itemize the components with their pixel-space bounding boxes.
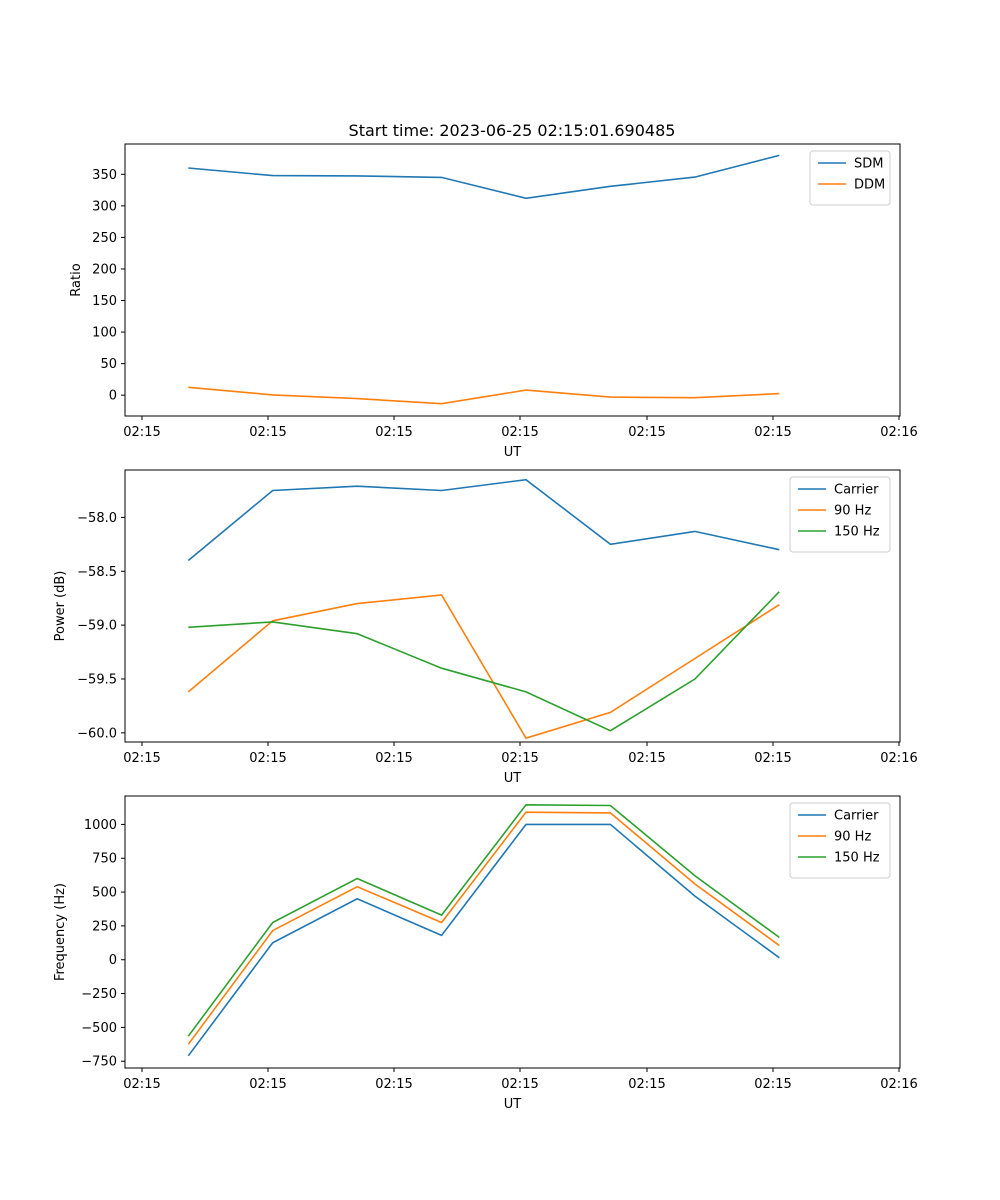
series-line-150-hz	[188, 591, 780, 732]
x-tick-label: 02:15	[249, 751, 286, 766]
legend-label: Carrier	[834, 809, 879, 824]
series-line-carrier	[187, 823, 780, 1057]
legend-box	[789, 802, 891, 879]
y-tick-label: −250	[81, 987, 117, 1002]
x-tick-label: 02:16	[880, 751, 917, 766]
y-axis-label: Ratio	[69, 263, 84, 296]
y-tick-label: 0	[109, 953, 117, 968]
x-tick-label: 02:16	[880, 1077, 917, 1092]
y-tick-label: 100	[92, 326, 117, 341]
x-tick-label: 02:15	[754, 425, 791, 440]
x-tick-label: 02:15	[628, 751, 665, 766]
y-tick-label: −750	[81, 1055, 117, 1070]
legend-label: SDM	[854, 157, 883, 172]
y-tick-label: 300	[92, 199, 117, 214]
x-tick-label: 02:15	[754, 1077, 791, 1092]
x-tick-label: 02:15	[123, 1077, 160, 1092]
series-line-sdm	[188, 154, 780, 200]
legend-label: DDM	[854, 178, 885, 193]
legend-label: Carrier	[834, 483, 879, 498]
legend-label: 90 Hz	[834, 830, 871, 845]
x-tick-label: 02:16	[880, 425, 917, 440]
x-axis-label: UT	[504, 445, 522, 460]
y-axis-label: Power (dB)	[53, 571, 68, 642]
y-tick-label: 250	[92, 231, 117, 246]
x-tick-label: 02:15	[249, 1077, 286, 1092]
y-tick-label: 250	[92, 919, 117, 934]
y-tick-label: −58.0	[77, 511, 117, 526]
legend: SDM DDM	[809, 150, 891, 206]
legend-box	[809, 150, 891, 206]
y-tick-label: −59.0	[77, 619, 117, 634]
y-tick-label: 0	[109, 389, 117, 404]
x-axis-label: UT	[504, 771, 522, 786]
axes-frame	[124, 143, 901, 417]
series-line-90-hz	[187, 594, 780, 740]
x-tick-label: 02:15	[123, 751, 160, 766]
y-tick-label: 350	[92, 168, 117, 183]
x-tick-label: 02:15	[375, 1077, 412, 1092]
axes-frame	[124, 795, 901, 1069]
x-axis-label: UT	[504, 1097, 522, 1112]
y-tick-label: 750	[92, 852, 117, 867]
y-tick-label: 500	[92, 886, 117, 901]
series-line-90-hz	[187, 811, 780, 1045]
y-tick-label: 1000	[84, 818, 117, 833]
subplot-3: 02:15 02:15 02:15 02:15 02:15 02:15 02:16 −750 −…	[53, 795, 918, 1112]
x-tick-label: 02:15	[628, 1077, 665, 1092]
x-tick-label: 02:15	[123, 425, 160, 440]
subplot-2: 02:15 02:15 02:15 02:15 02:15 02:15 02:16 −58.0…	[53, 469, 918, 786]
y-tick-label: −58.5	[77, 565, 117, 580]
x-tick-label: 02:15	[501, 425, 538, 440]
y-axis-label: Frequency (Hz)	[53, 883, 68, 981]
y-tick-label: 50	[100, 357, 117, 372]
x-tick-label: 02:15	[375, 751, 412, 766]
legend-label: 150 Hz	[834, 525, 880, 540]
legend-box	[789, 476, 891, 553]
x-tick-label: 02:15	[375, 425, 412, 440]
y-tick-label: 150	[92, 294, 117, 309]
legend-label: 90 Hz	[834, 504, 871, 519]
axes-frame	[124, 469, 901, 743]
y-tick-label: −500	[81, 1021, 117, 1036]
x-tick-label: 02:15	[501, 1077, 538, 1092]
y-tick-label: −59.5	[77, 672, 117, 687]
series-line-150-hz	[187, 803, 780, 1037]
subplot-1: 02:15 02:15 02:15 02:15 02:15 02:15 02:16 0 50 10…	[69, 143, 918, 460]
x-tick-label: 02:15	[628, 425, 665, 440]
series-line-carrier	[187, 478, 780, 562]
y-tick-label: 200	[92, 262, 117, 277]
legend-label: 150 Hz	[834, 851, 880, 866]
chart-title: Start time: 2023-06-25 02:15:01.690485	[349, 121, 676, 140]
legend: Carrier 90 Hz 150 Hz	[789, 802, 891, 879]
legend: Carrier 90 Hz 150 Hz	[789, 476, 891, 553]
y-tick-label: −60.0	[77, 726, 117, 741]
series-line-ddm	[188, 386, 780, 405]
x-tick-label: 02:15	[501, 751, 538, 766]
x-tick-label: 02:15	[754, 751, 791, 766]
x-tick-label: 02:15	[249, 425, 286, 440]
